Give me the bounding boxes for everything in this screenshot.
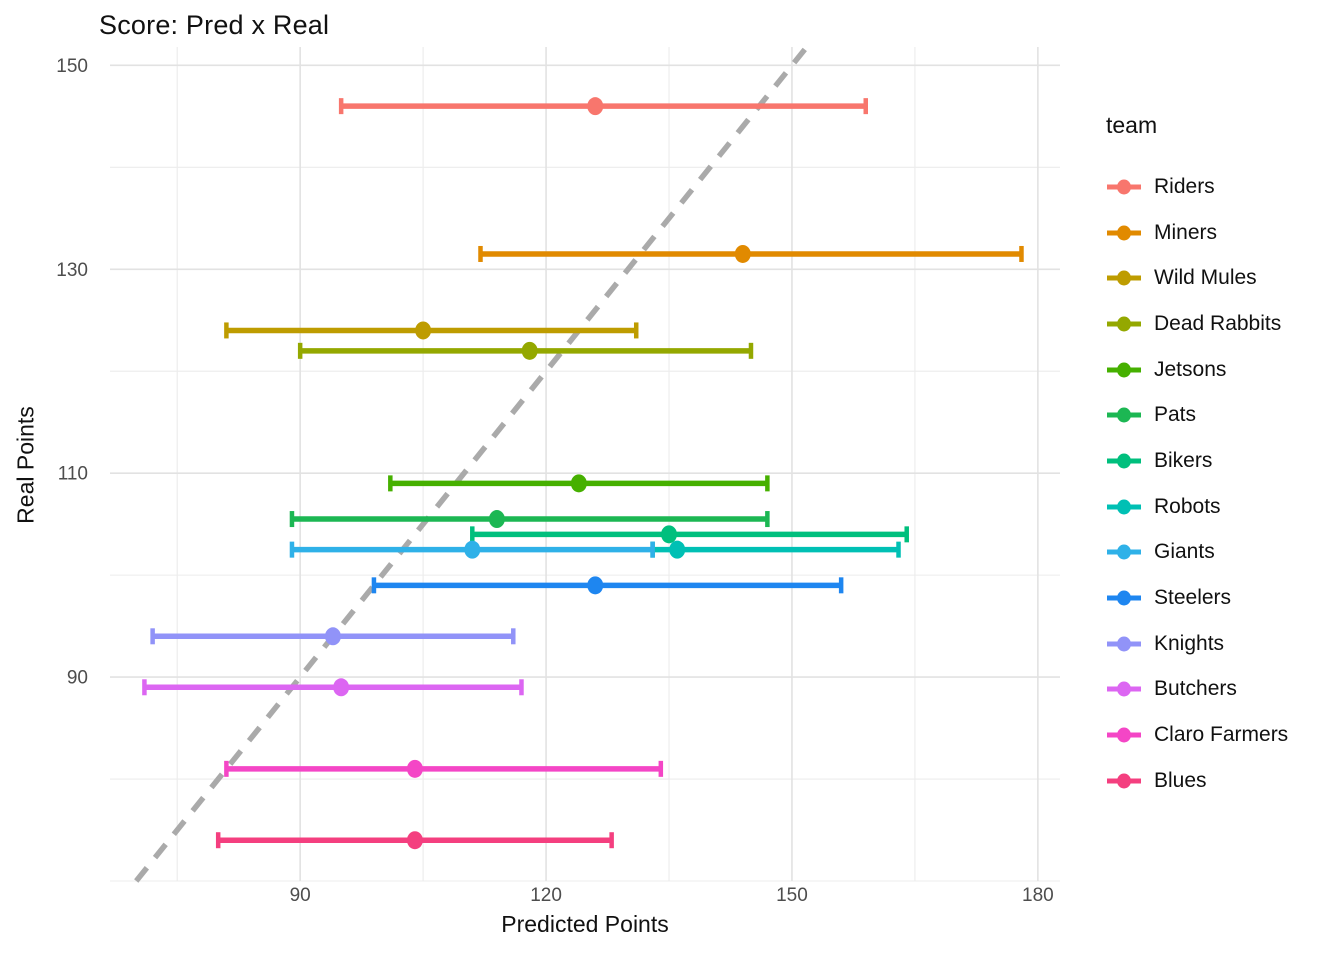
legend-label: Miners (1154, 220, 1218, 244)
legend-key-pointrange-icon (1107, 316, 1141, 332)
legend-item-jetsons: Jetsons (1104, 347, 1340, 393)
errorbar-riders (338, 97, 868, 116)
legend-item-wild-mules: Wild Mules (1104, 255, 1340, 301)
errorbar-giants (289, 540, 655, 559)
legend-item-miners: Miners (1104, 210, 1340, 256)
legend-key-pointrange-icon (1107, 499, 1141, 515)
gridlines-minor (110, 47, 1060, 882)
legend-label: Jetsons (1154, 357, 1227, 381)
legend-key-pointrange-icon (1107, 270, 1141, 286)
legend-key-pointrange-icon (1107, 636, 1141, 652)
errorbar-bikers (470, 525, 909, 544)
legend-key-pointrange-icon (1107, 225, 1141, 241)
point-estimate (324, 627, 341, 646)
point-estimate (406, 831, 423, 850)
point-estimate (488, 510, 505, 529)
legend-item-knights: Knights (1104, 621, 1340, 667)
errorbar-dead-rabbits (297, 341, 754, 360)
legend-label: Riders (1154, 174, 1215, 198)
point-estimate (734, 244, 751, 263)
legend-label: Robots (1154, 494, 1221, 518)
errorbar-miners (478, 244, 1024, 263)
legend-items: Riders Miners Wild Mules Dead Rabbits Jetson… (1104, 164, 1340, 804)
y-tick-label: 90 (67, 668, 88, 689)
x-tick-label: 180 (1022, 885, 1054, 906)
point-estimate (415, 321, 432, 340)
legend-key-pointrange-icon (1107, 727, 1141, 743)
legend-label: Blues (1154, 768, 1207, 792)
x-tick-label: 120 (530, 885, 562, 906)
point-estimate (521, 341, 538, 360)
x-axis-tick-labels: 90 120 150 180 (290, 885, 1054, 906)
errorbar-jetsons (388, 474, 770, 493)
legend-item-riders: Riders (1104, 164, 1340, 210)
legend-item-pats: Pats (1104, 392, 1340, 438)
legend-key-pointrange-icon (1107, 407, 1141, 423)
point-estimate (570, 474, 587, 493)
errorbar-knights (150, 627, 516, 646)
chart-title: Score: Pred x Real (99, 10, 330, 40)
legend-label: Dead Rabbits (1154, 311, 1282, 335)
legend-item-dead-rabbits: Dead Rabbits (1104, 301, 1340, 347)
errorbar-pats (289, 510, 770, 529)
legend-item-steelers: Steelers (1104, 575, 1340, 621)
legend-item-butchers: Butchers (1104, 667, 1340, 713)
errorbar-butchers (142, 678, 524, 697)
legend-label: Bikers (1154, 448, 1213, 472)
legend-label: Butchers (1154, 677, 1237, 701)
point-estimate (587, 97, 604, 116)
legend-label: Giants (1154, 540, 1215, 564)
y-tick-label: 150 (56, 56, 88, 77)
errorbar-claro-farmers (224, 759, 664, 778)
x-tick-label: 150 (776, 885, 808, 906)
errorbar-blues (215, 831, 614, 850)
point-estimate (587, 576, 604, 595)
legend-label: Wild Mules (1154, 266, 1257, 290)
y-axis-tick-labels: 150 130 110 90 (56, 56, 88, 689)
errorbar-steelers (371, 576, 844, 595)
gridlines-major (110, 47, 1060, 881)
legend-key-pointrange-icon (1107, 773, 1141, 789)
x-tick-label: 90 (290, 885, 311, 906)
errorbar-wild-mules (224, 321, 639, 340)
legend-item-claro-farmers: Claro Farmers (1104, 712, 1340, 758)
legend-key-pointrange-icon (1107, 590, 1141, 606)
legend-key-pointrange-icon (1107, 179, 1141, 195)
y-tick-label: 130 (56, 260, 88, 281)
legend-item-giants: Giants (1104, 530, 1340, 576)
y-tick-label: 110 (58, 464, 88, 485)
point-estimate (406, 759, 423, 778)
legend-label: Claro Farmers (1154, 723, 1289, 747)
legend-label: Steelers (1154, 586, 1232, 610)
legend-label: Knights (1154, 631, 1225, 655)
legend-label: Pats (1154, 403, 1197, 427)
legend-key-pointrange-icon (1107, 453, 1141, 469)
plot-panel (110, 47, 1060, 881)
legend-key-pointrange-icon (1107, 362, 1141, 378)
legend-item-robots: Robots (1104, 484, 1340, 530)
x-axis-title: Predicted Points (501, 911, 669, 937)
point-estimate (661, 525, 678, 544)
legend-title: team (1106, 112, 1158, 138)
legend-item-blues: Blues (1104, 758, 1340, 804)
legend: team Riders Miners Wild Mules Dead Rabbits J… (1104, 112, 1340, 804)
legend-key-pointrange-icon (1107, 681, 1141, 697)
point-estimate (333, 678, 350, 697)
point-estimate (669, 540, 686, 559)
legend-item-bikers: Bikers (1104, 438, 1340, 484)
legend-key-pointrange-icon (1107, 544, 1141, 560)
point-estimate (464, 540, 481, 559)
